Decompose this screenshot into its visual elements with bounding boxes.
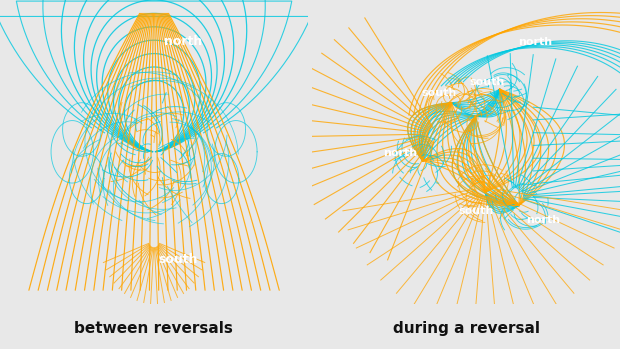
Text: north: north — [526, 215, 560, 225]
Text: north: north — [383, 148, 417, 158]
Text: south: south — [458, 206, 493, 216]
Text: south: south — [422, 88, 456, 98]
Text: south: south — [158, 253, 198, 266]
Text: during a reversal: during a reversal — [392, 321, 540, 336]
Text: north: north — [518, 37, 552, 47]
Text: between reversals: between reversals — [74, 321, 233, 336]
Text: south: south — [469, 77, 505, 87]
Text: north: north — [164, 35, 202, 48]
